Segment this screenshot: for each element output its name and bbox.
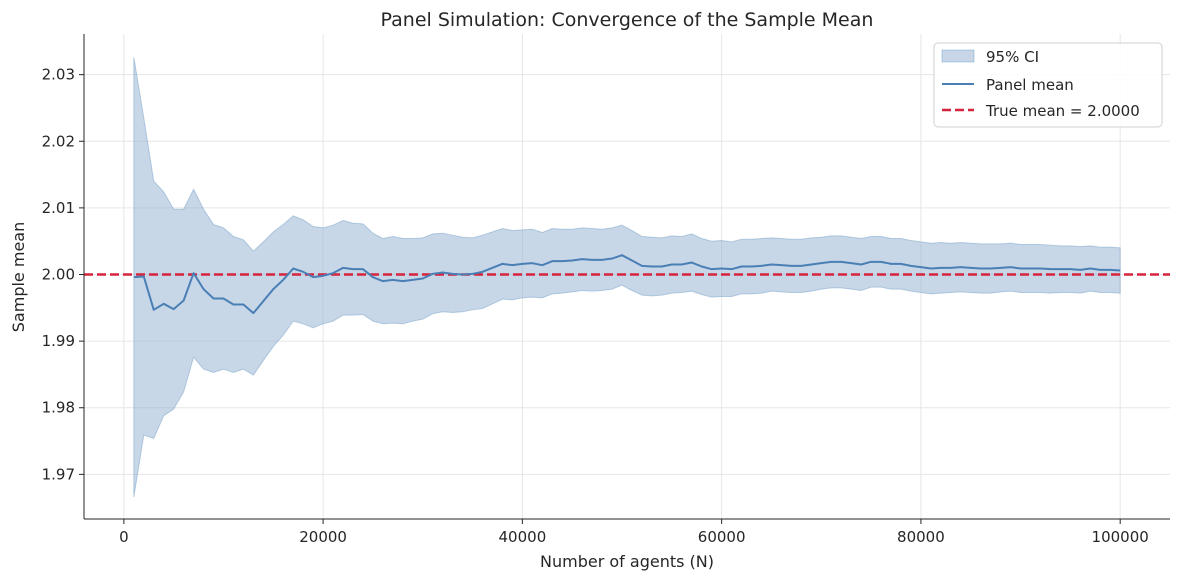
y-tick-label: 1.97 [42,465,75,483]
y-tick-label: 2.03 [42,66,75,84]
y-tick-label: 2.00 [42,266,75,284]
panel-mean-line [133,254,1121,315]
legend: 95% CI Panel mean True mean = 2.0000 [933,42,1163,128]
x-tick-label: 20000 [299,528,347,546]
legend-label-mean: Panel mean [986,76,1074,94]
y-axis-label: Sample mean [9,222,28,332]
chart-title: Panel Simulation: Convergence of the Sam… [381,9,874,31]
axes [83,34,1170,520]
x-tick-label: 80000 [897,528,945,546]
ci-band [133,57,1121,498]
x-tick-label: 60000 [698,528,746,546]
y-tick-label: 1.99 [42,332,75,350]
legend-frame [933,42,1163,128]
x-tick-label: 100000 [1092,528,1149,546]
y-ticks: 1.97 1.98 1.99 2.00 2.01 2.02 2.03 [42,66,84,483]
x-tick-label: 0 [119,528,129,546]
legend-label-ci: 95% CI [986,48,1039,66]
y-tick-label: 2.02 [42,132,75,150]
y-tick-label: 2.01 [42,199,75,217]
y-tick-label: 1.98 [42,399,75,417]
legend-label-true: True mean = 2.0000 [985,102,1140,120]
x-tick-label: 40000 [499,528,547,546]
x-ticks: 0 20000 40000 60000 80000 100000 [119,519,1149,546]
x-axis-label: Number of agents (N) [540,552,714,571]
legend-swatch-ci [941,49,975,63]
